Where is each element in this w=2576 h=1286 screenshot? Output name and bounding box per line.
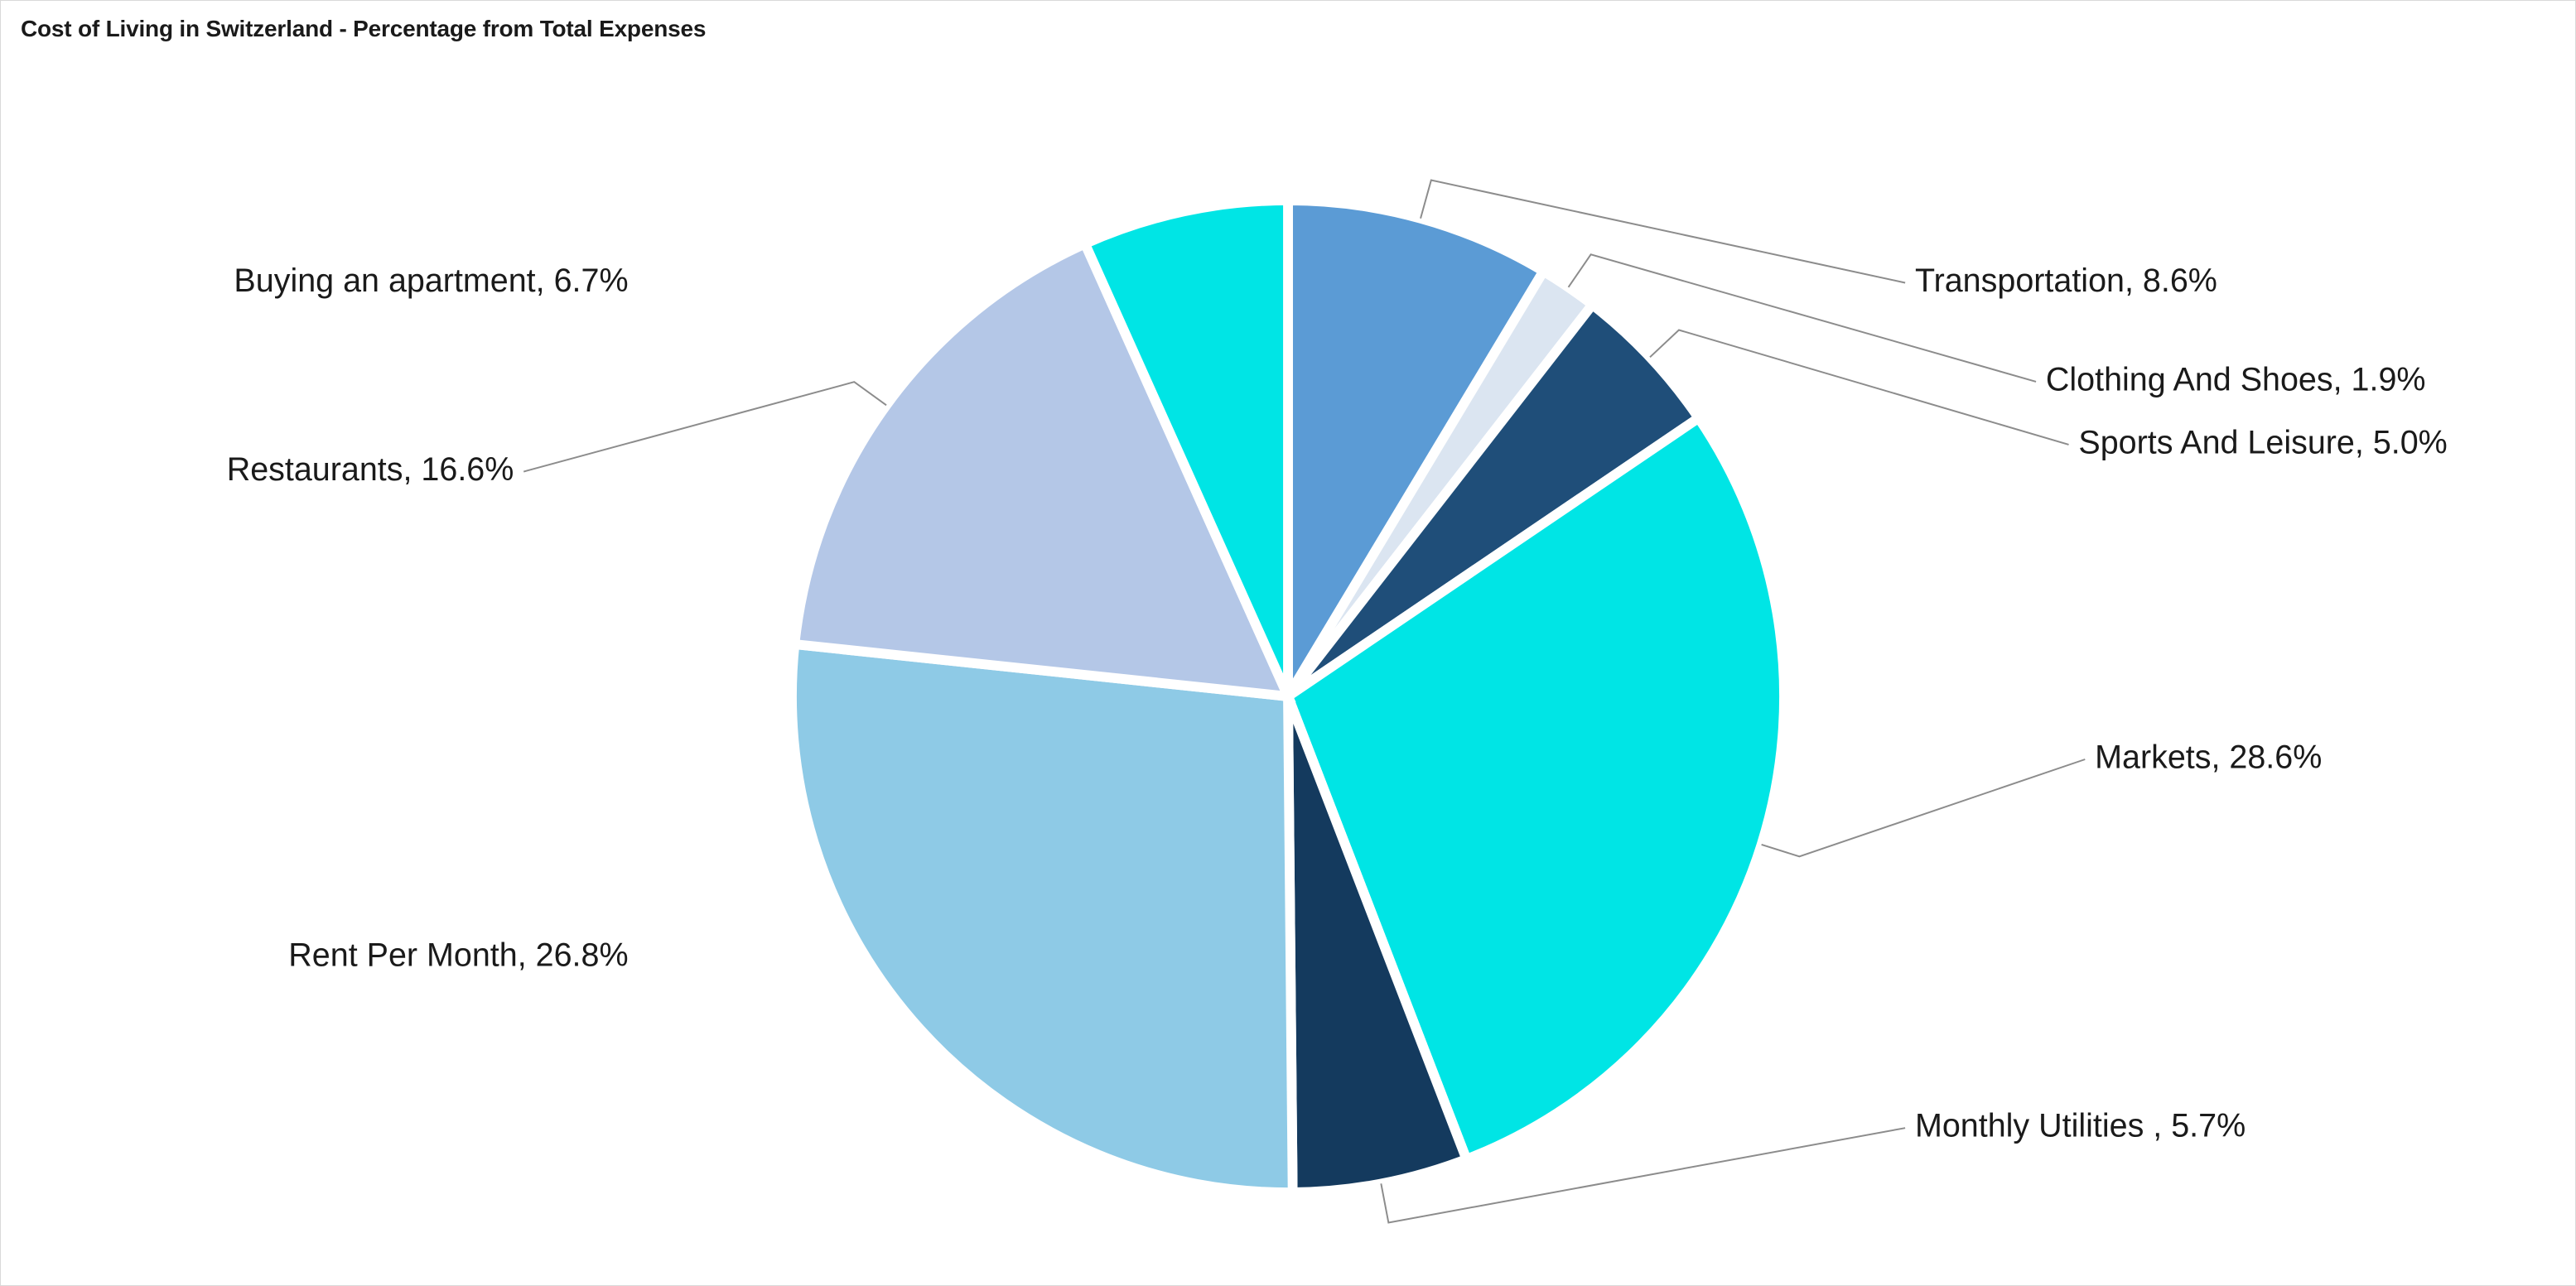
pie-chart-area: Transportation, 8.6% Clothing And Shoes, … — [1, 59, 2575, 1269]
slice-label: Buying an apartment, 6.7% — [234, 262, 628, 299]
slice-label: Rent Per Month, 26.8% — [288, 937, 628, 973]
slice-label: Markets, 28.6% — [2095, 739, 2322, 775]
slice-label: Clothing And Shoes, 1.9% — [2046, 361, 2426, 397]
pie-chart-svg: Transportation, 8.6% Clothing And Shoes, … — [1, 59, 2575, 1269]
leader-line — [1650, 330, 2069, 445]
leader-line — [1762, 759, 2086, 856]
pie-slice — [792, 644, 1293, 1192]
leader-line — [523, 382, 886, 471]
slice-label: Restaurants, 16.6% — [227, 451, 514, 488]
chart-frame: Cost of Living in Switzerland - Percenta… — [0, 0, 2576, 1286]
slice-label: Monthly Utilities , 5.7% — [1915, 1108, 2246, 1144]
slice-label: Transportation, 8.6% — [1915, 262, 2217, 299]
slice-label: Sports And Leisure, 5.0% — [2078, 424, 2447, 460]
chart-title: Cost of Living in Switzerland - Percenta… — [21, 16, 706, 42]
